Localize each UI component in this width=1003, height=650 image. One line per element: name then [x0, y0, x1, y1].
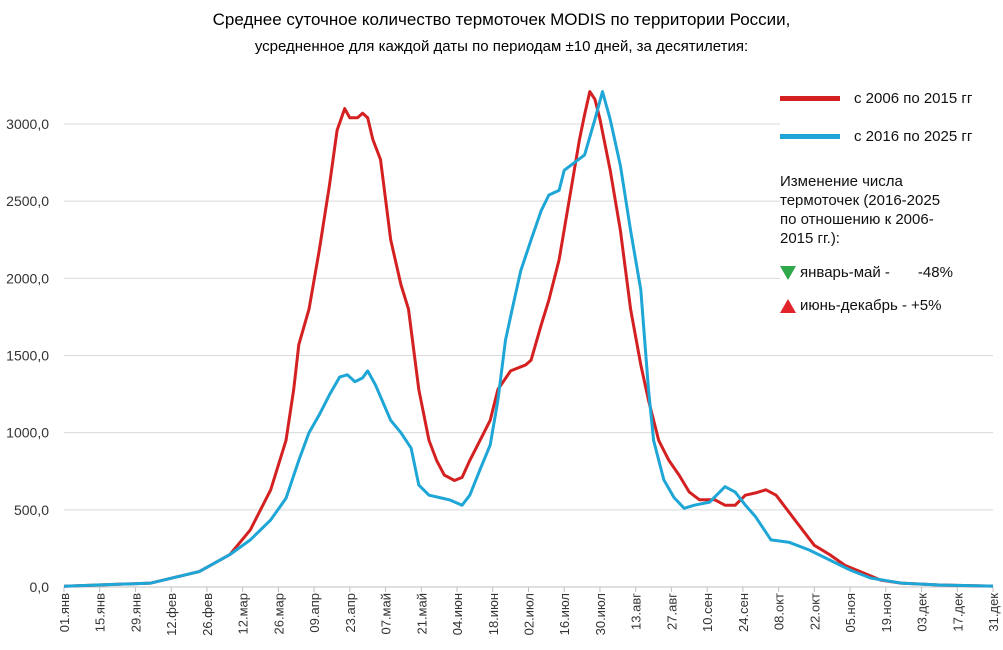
y-tick-label: 2000,0: [6, 270, 49, 286]
x-tick-label: 27.авг: [664, 593, 679, 630]
x-tick-label: 09.апр: [307, 593, 322, 633]
x-tick-label: 02.июл: [522, 593, 537, 635]
x-tick-label: 17.дек: [950, 593, 965, 632]
x-tick-label: 26.мар: [271, 593, 286, 634]
x-tick-label: 13.авг: [629, 593, 644, 630]
x-tick-label: 12.фев: [164, 593, 179, 636]
y-tick-label: 500,0: [14, 502, 49, 518]
legend-swatch-red: [780, 95, 840, 101]
x-tick-label: 19.ноя: [879, 593, 894, 633]
x-tick-label: 26.фев: [200, 593, 215, 636]
y-tick-label: 1000,0: [6, 425, 49, 441]
annotation-heading: Изменение числа термоточек (2016-2025 по…: [780, 173, 941, 247]
x-tick-label: 04.июн: [450, 593, 465, 635]
y-axis: 0,0 500,0 1000,0 1500,0 2000,0 2500,0 3000,0: [6, 116, 49, 595]
change-value: -48%: [917, 264, 953, 281]
x-tick-label: 23.апр: [343, 593, 358, 633]
x-tick-label: 29.янв: [128, 593, 143, 632]
x-tick-label: 12.мар: [236, 593, 251, 634]
series-lines: [63, 90, 994, 588]
x-tick-label: 31.дек: [986, 593, 1001, 632]
chart-subtitle: усредненное для каждой даты по периодам …: [254, 38, 749, 55]
y-tick-label: 2500,0: [6, 193, 49, 209]
x-tick-label: 01.янв: [57, 593, 72, 632]
x-tick-label: 22.окт: [807, 593, 822, 630]
x-tick-label: 16.июл: [557, 593, 572, 635]
change-jan-may: январь-май - -48%: [780, 264, 1003, 281]
x-tick-label: 08.окт: [772, 593, 787, 630]
x-tick-label: 07.май: [379, 593, 394, 635]
legend-item-2016-2025: с 2016 по 2025 гг: [780, 126, 1003, 146]
x-tick-label: 03.дек: [915, 593, 930, 632]
change-label: июнь-декабрь -: [800, 297, 907, 314]
x-axis: 01.янв 15.янв 29.янв 12.фев 26.фев 12.мар 26.м…: [57, 586, 1001, 636]
x-tick-label: 10.сен: [700, 593, 715, 632]
x-tick-label: 18.июн: [486, 593, 501, 635]
y-tick-label: 1500,0: [6, 348, 49, 364]
x-tick-label: 05.ноя: [843, 593, 858, 633]
x-tick-label: 24.сен: [736, 593, 751, 632]
y-tick-label: 0,0: [30, 579, 50, 595]
legend-swatch-blue: [780, 133, 840, 139]
change-value: +5%: [910, 297, 942, 314]
chart-title: Среднее суточное количество термоточек M…: [212, 10, 791, 29]
legend: с 2006 по 2015 гг с 2016 по 2025 гг Изме…: [780, 88, 1003, 314]
change-jun-dec: июнь-декабрь - +5%: [780, 297, 1003, 314]
x-tick-label: 30.июл: [593, 593, 608, 635]
legend-label: с 2016 по 2025 гг: [854, 127, 973, 145]
triangle-up-icon: [780, 298, 796, 313]
y-tick-label: 3000,0: [6, 116, 49, 132]
legend-label: с 2006 по 2015 гг: [854, 89, 973, 107]
x-tick-label: 15.янв: [93, 593, 108, 632]
gridlines: [64, 123, 993, 511]
series-line-1: [63, 90, 994, 588]
x-tick-label: 21.май: [414, 593, 429, 635]
series-line-0: [63, 90, 994, 588]
change-label: январь-май -: [800, 264, 890, 281]
legend-item-2006-2015: с 2006 по 2015 гг: [780, 88, 1003, 108]
triangle-down-icon: [780, 265, 796, 280]
